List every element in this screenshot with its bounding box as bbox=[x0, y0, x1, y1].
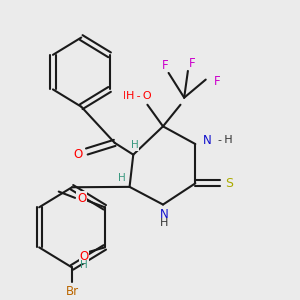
Text: H: H bbox=[118, 173, 125, 183]
Text: O: O bbox=[80, 250, 88, 262]
Text: N: N bbox=[160, 208, 169, 221]
Text: S: S bbox=[226, 177, 233, 190]
Text: F: F bbox=[189, 57, 196, 70]
Text: H: H bbox=[160, 218, 168, 228]
Text: F: F bbox=[162, 58, 169, 71]
Text: Br: Br bbox=[65, 284, 79, 298]
Text: H: H bbox=[80, 260, 88, 270]
Text: N: N bbox=[203, 134, 212, 147]
Text: - H: - H bbox=[218, 135, 233, 145]
Text: O: O bbox=[77, 192, 86, 205]
Text: F: F bbox=[214, 75, 221, 88]
Text: H - O: H - O bbox=[123, 91, 149, 101]
Text: O: O bbox=[74, 148, 83, 161]
Text: H: H bbox=[130, 140, 138, 150]
Text: H - O: H - O bbox=[126, 92, 152, 101]
